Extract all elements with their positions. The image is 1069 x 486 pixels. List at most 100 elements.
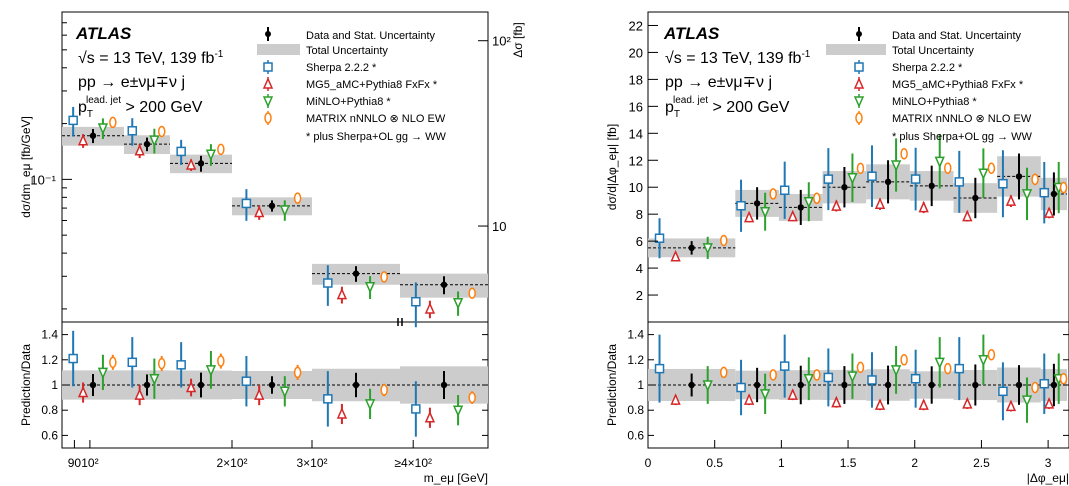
sherpa-point: [176, 146, 186, 157]
data-ratio-point: [884, 381, 892, 389]
x-tick-label: 1.5: [840, 456, 857, 470]
matrix-point: [1031, 173, 1039, 186]
minlo-ratio-point: [279, 386, 290, 399]
legend-total-label: Total Uncertainty: [306, 45, 388, 57]
data-ratio-point: [1050, 381, 1058, 389]
matrix-ratio-point: [987, 349, 996, 361]
minlo-point: [149, 135, 160, 148]
mg5-point: [918, 200, 929, 213]
minlo-point: [759, 206, 771, 219]
legend-total-swatch-right: [826, 44, 886, 55]
x-tick-label: 2×10²: [216, 456, 247, 470]
sherpa-ratio-point: [867, 375, 877, 385]
legend-sherpa-label-right: Sherpa 2.2.2 *: [892, 62, 963, 74]
mg5-point: [670, 249, 681, 262]
sherpa-point: [954, 177, 965, 187]
legend-model-markers-right: [853, 60, 865, 125]
y-tick-label: 18: [629, 72, 643, 87]
sherpa-point: [910, 174, 921, 184]
sherpa-point: [823, 174, 834, 184]
matrix-ratio-point: [769, 369, 777, 381]
legend-minlo-label: MiNLO+Pythia8 *: [306, 96, 391, 108]
minlo-ratio-point: [1021, 395, 1033, 407]
data-point: [884, 178, 892, 186]
sherpa-ratio-point: [823, 372, 834, 383]
sherpa-ratio-point: [654, 363, 665, 374]
sherpa-ratio-point: [998, 386, 1008, 397]
data-point: [841, 184, 848, 191]
sherpa-point: [323, 278, 333, 288]
mg5-ratio-point: [874, 398, 886, 410]
sherpa-point: [654, 233, 665, 243]
mg5-ratio-point: [1005, 399, 1017, 412]
x-axis-label: |Δφ_eμ|: [1027, 471, 1069, 485]
y-right-tick-label: 10²: [492, 34, 511, 49]
legend-minlo-marker: [853, 96, 865, 108]
legend-sherpa-marker: [263, 62, 273, 72]
minlo-ratio-point: [934, 357, 945, 370]
minlo-ratio-point: [149, 373, 160, 386]
legend-total-label-right: Total Uncertainty: [892, 45, 974, 57]
atlas-label: ATLAS: [75, 24, 132, 43]
legend-data-marker: [265, 27, 271, 41]
data-point: [928, 182, 935, 190]
mg5-ratio-point: [670, 393, 681, 405]
x-tick-label: 90: [68, 456, 82, 470]
legend-minlo-marker: [262, 96, 274, 108]
process-label-right: pp → e±νμ∓ν j: [665, 74, 772, 91]
mg5-point: [1043, 206, 1055, 218]
minlo-point: [97, 123, 109, 135]
minlo-point: [279, 205, 290, 217]
x-tick-label: ≥4×10²: [394, 456, 432, 470]
left-chart-mass: 0.6 0.8 1 1.2 1.4 dσ/dm_eμ [fb/GeV] Prediction…: [19, 0, 525, 485]
matrix-ratio-point: [380, 384, 388, 396]
legend-matrix-marker: [264, 112, 272, 124]
mg5-ratio-point: [134, 388, 145, 400]
ratio-y-tick-label: 1: [637, 378, 644, 392]
sherpa-ratio-point: [323, 394, 333, 404]
mg5-ratio-point: [254, 388, 265, 400]
y-tick-label: 4: [636, 261, 643, 276]
mg5-point: [962, 209, 973, 222]
mg5-point: [134, 143, 145, 156]
ratio-y-tick-label: 0.8: [41, 403, 58, 417]
matrix-point: [217, 143, 225, 156]
y-axis-label: dσ/d|Δφ_eμ| [fb]: [605, 124, 619, 210]
data-ratio-point: [143, 381, 151, 389]
energy-lumi-label-right: √s = 13 TeV, 139 fb-1: [665, 49, 811, 67]
mg5-point: [336, 287, 348, 300]
legend-sherpa-marker: [854, 62, 864, 72]
sherpa-ratio-point: [736, 382, 746, 393]
legend-matrix-label: MATRIX nNNLO ⊗ NLO EW: [306, 113, 446, 125]
x-axis-label: m_eμ [GeV]: [424, 471, 488, 485]
jet-cut-label-right: pTlead. jet > 200 GeV: [665, 95, 790, 120]
matrix-point: [1059, 181, 1068, 194]
matrix-ratio-point: [109, 356, 117, 369]
jet-cut-label: pTlead. jet > 200 GeV: [78, 95, 203, 120]
matrix-point: [468, 287, 476, 299]
ratio-y-axis-label: Prediction/Data: [605, 344, 619, 426]
sherpa-point: [736, 201, 746, 211]
minlo-point: [847, 173, 858, 185]
mg5-ratio-point: [787, 388, 798, 400]
minlo-ratio-point: [97, 367, 109, 380]
sherpa-point: [867, 171, 877, 181]
ratio-y-tick-label: 0.6: [627, 428, 644, 442]
legend-mg5-label-right: MG5_aMC+Pythia8 FxFx *: [892, 79, 1024, 91]
minlo-ratio-point: [847, 371, 858, 384]
data-point: [89, 132, 97, 139]
data-ratio-point: [797, 381, 804, 389]
data-point: [197, 160, 205, 167]
sherpa-ratio-point: [910, 373, 921, 384]
mg5-ratio-point: [743, 393, 755, 405]
sherpa-point: [241, 198, 252, 209]
legend-matrix-marker: [855, 112, 863, 124]
minlo-ratio-point: [803, 373, 814, 386]
sherpa-ratio-point: [176, 360, 186, 370]
data-ratio-point: [972, 381, 979, 389]
legend-total-swatch: [257, 44, 300, 55]
matrix-point: [900, 148, 908, 160]
minlo-ratio-point: [364, 399, 376, 411]
ratio-y-tick-label: 1: [51, 378, 58, 392]
